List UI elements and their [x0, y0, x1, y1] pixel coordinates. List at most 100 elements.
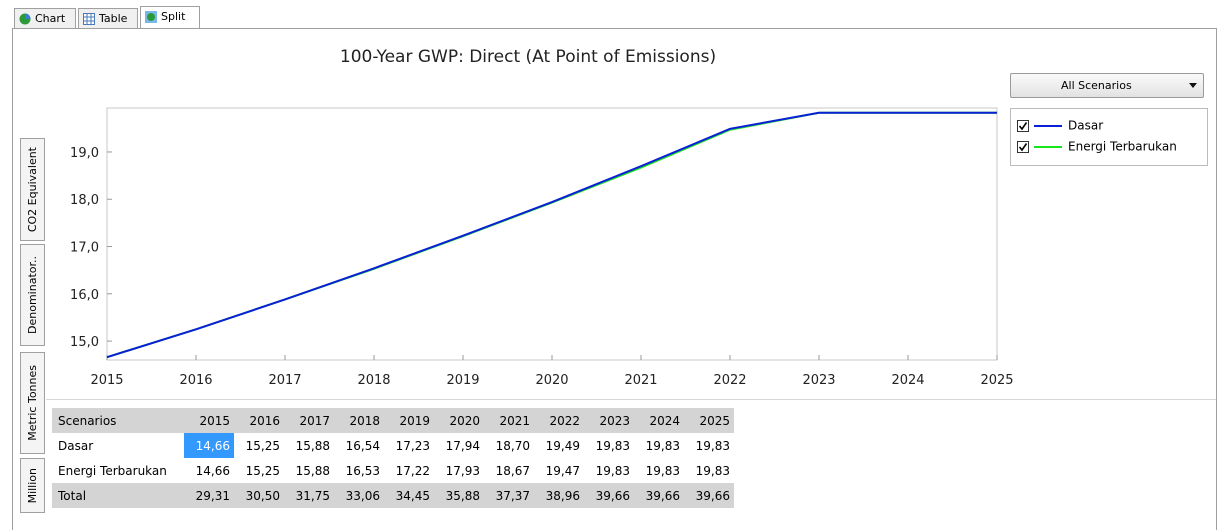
table-cell: Total	[52, 483, 184, 508]
table-header: Scenarios 2015 2016 2017 2018 2019 2020 2021 202…	[52, 408, 734, 433]
side-tab-label: Million	[26, 467, 39, 504]
table-cell: 19,83	[595, 438, 630, 453]
plot-area	[106, 107, 998, 361]
x-tick-label: 2018	[357, 373, 390, 388]
legend-swatch	[1034, 145, 1062, 148]
table-cell: 17,22	[395, 463, 430, 478]
tab-chart[interactable]: Chart	[14, 8, 76, 28]
table-cell: 19,83	[645, 463, 680, 478]
legend-entry: Energi Terbarukan	[1017, 138, 1177, 154]
legend-label: Dasar	[1068, 118, 1104, 133]
table-cell: Energi Terbarukan	[58, 463, 167, 478]
series-line	[106, 111, 997, 359]
chart-title: 100-Year GWP: Direct (At Point of Emissi…	[340, 47, 716, 67]
data-table: Scenarios 2015 2016 2017 2018 2019 2020 2021 202…	[52, 408, 734, 508]
table-cell: 16,53	[345, 463, 380, 478]
icon	[83, 13, 95, 25]
tab-table[interactable]: Table	[78, 8, 138, 28]
table-row: Dasar 14,66 15,25 15,88 16,54 17,23 17,94 18,70…	[52, 433, 734, 458]
check	[1018, 121, 1028, 130]
scenario-dropdown[interactable]: All Scenarios	[1010, 73, 1204, 98]
x-tick-label: 2025	[980, 373, 1013, 388]
x-tick-label: 2021	[624, 373, 657, 388]
table-cell: 39,66	[684, 483, 734, 508]
header-cell: 2022	[534, 408, 584, 433]
table-cell: 34,45	[384, 483, 434, 508]
table-row: Energi Terbarukan 14,66 15,25 15,88 16,53 17,…	[52, 458, 734, 483]
table-cell: 18,67	[495, 463, 530, 478]
table-cell: Dasar	[58, 438, 94, 453]
header-cell: 2024	[634, 408, 684, 433]
table-cell: 33,06	[334, 483, 384, 508]
table-cell: 19,83	[695, 463, 730, 478]
x-tick-label: 2022	[713, 373, 746, 388]
table-cell: 35,88	[434, 483, 484, 508]
table-cell: 15,25	[245, 463, 280, 478]
x-tick-label: 2024	[891, 373, 924, 388]
legend-swatch	[1034, 124, 1062, 127]
side-tab[interactable]: CO2 Equivalent	[20, 138, 45, 241]
header-cell: 2025	[684, 408, 734, 433]
side-tab[interactable]: Denominator..	[20, 244, 45, 346]
header-cell: 2018	[334, 408, 384, 433]
header-cell: 2021	[484, 408, 534, 433]
table-cell: 15,25	[245, 438, 280, 453]
table-cell: 29,31	[184, 483, 234, 508]
header-cell: 2017	[284, 408, 334, 433]
table-cell: 19,83	[645, 438, 680, 453]
x-tick-label: 2016	[179, 373, 212, 388]
x-tick-label: 2020	[535, 373, 568, 388]
table-cell: 15,88	[295, 438, 330, 453]
x-tick-label: 2017	[268, 373, 301, 388]
table-cell: 31,75	[284, 483, 334, 508]
table-cell: 19,47	[545, 463, 580, 478]
table-cell: 16,54	[345, 438, 380, 453]
icon	[19, 13, 31, 25]
legend-checkbox[interactable]	[1017, 140, 1029, 153]
x-tick-label: 2015	[90, 373, 123, 388]
table-cell: 39,66	[584, 483, 634, 508]
y-tick-label: 19,0	[70, 146, 99, 161]
table-cell: 30,50	[234, 483, 284, 508]
legend: Dasar Energi Terbarukan	[1010, 108, 1208, 166]
y-tick-label: 17,0	[70, 241, 99, 256]
header-cell: 2019	[384, 408, 434, 433]
tab-label: Table	[99, 12, 128, 25]
chart: 100-Year GWP: Direct (At Point of Emissi…	[46, 47, 1217, 400]
legend-label: Energi Terbarukan	[1068, 139, 1177, 154]
dropdown-label: All Scenarios	[1061, 79, 1132, 92]
panel	[12, 28, 1217, 530]
table-cell: 14,66	[195, 463, 230, 478]
legend-entry: Dasar	[1017, 117, 1103, 133]
y-tick-label: 16,0	[70, 288, 99, 303]
table-cell: 37,37	[484, 483, 534, 508]
icon	[145, 11, 157, 23]
side-tab[interactable]: Million	[20, 458, 45, 513]
table-cell: 18,70	[495, 438, 530, 453]
table-cell: 17,23	[395, 438, 430, 453]
data-table-wrap: Scenarios 2015 2016 2017 2018 2019 2020 2021 202…	[52, 408, 734, 508]
table-cell: 39,66	[634, 483, 684, 508]
table-cell: 17,93	[445, 463, 480, 478]
table-cell: 19,49	[545, 438, 580, 453]
tab-split[interactable]: Split	[140, 6, 200, 29]
table-row: Total 29,31 30,50 31,75 33,06 34,45 35,88 37,37…	[52, 483, 734, 508]
tab-label: Split	[161, 10, 186, 23]
header-cell: 2015	[184, 408, 234, 433]
x-tick-label: 2019	[446, 373, 479, 388]
x-tick-label: 2023	[802, 373, 835, 388]
table-cell: 19,83	[595, 463, 630, 478]
table-cell: 17,94	[445, 438, 480, 453]
header-cell: Scenarios	[52, 408, 184, 433]
legend-checkbox[interactable]	[1017, 119, 1029, 132]
check	[1018, 142, 1028, 151]
tab-label: Chart	[35, 12, 66, 25]
header-cell: 2020	[434, 408, 484, 433]
table-cell: 19,83	[695, 438, 730, 453]
header-cell: 2016	[234, 408, 284, 433]
y-tick-label: 18,0	[70, 193, 99, 208]
y-tick-label: 15,0	[70, 335, 99, 350]
dropdown-arrow	[1189, 83, 1197, 88]
side-tab[interactable]: Metric Tonnes	[20, 352, 45, 454]
